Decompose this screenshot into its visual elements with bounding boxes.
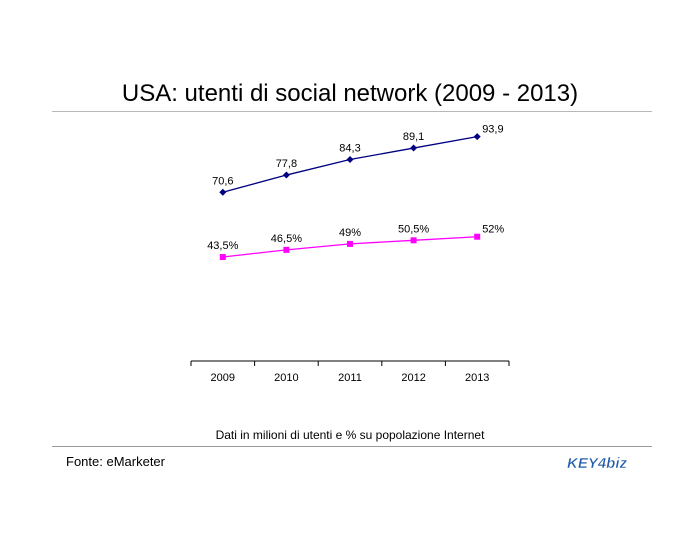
data-point <box>219 254 226 261</box>
source-note: Fonte: eMarketer <box>66 454 165 469</box>
data-label: 89,1 <box>403 131 424 143</box>
key4biz-logo: KEY4biz <box>567 455 628 472</box>
data-label: 93,9 <box>482 124 503 136</box>
data-label: 46,5% <box>271 233 302 245</box>
data-label: 77,8 <box>276 158 297 170</box>
data-point <box>282 171 290 179</box>
data-point <box>346 156 354 164</box>
data-point <box>410 237 417 244</box>
x-tick-label: 2009 <box>211 372 235 384</box>
title-divider <box>52 111 652 112</box>
data-point <box>410 144 418 152</box>
data-label: 52% <box>482 224 504 236</box>
data-label: 43,5% <box>207 240 238 252</box>
data-point <box>347 240 353 247</box>
x-tick-label: 2012 <box>401 372 425 384</box>
x-tick-label: 2011 <box>338 372 362 384</box>
data-label: 49% <box>339 227 361 239</box>
data-label: 50,5% <box>398 223 429 235</box>
footer-divider <box>52 446 652 447</box>
data-label: 84,3 <box>339 143 360 155</box>
data-point <box>219 188 227 196</box>
chart-title: USA: utenti di social network (2009 - 20… <box>121 80 579 107</box>
data-point <box>474 233 481 240</box>
x-tick-label: 2013 <box>465 372 489 384</box>
data-point <box>283 246 290 253</box>
x-tick-label: 2010 <box>274 372 298 384</box>
key4biz-logo-text: KEY4biz <box>567 455 628 472</box>
chart-caption: Dati in milioni di utenti e % su popolaz… <box>215 428 485 442</box>
data-label: 70,6 <box>212 175 233 187</box>
data-point <box>473 133 481 141</box>
